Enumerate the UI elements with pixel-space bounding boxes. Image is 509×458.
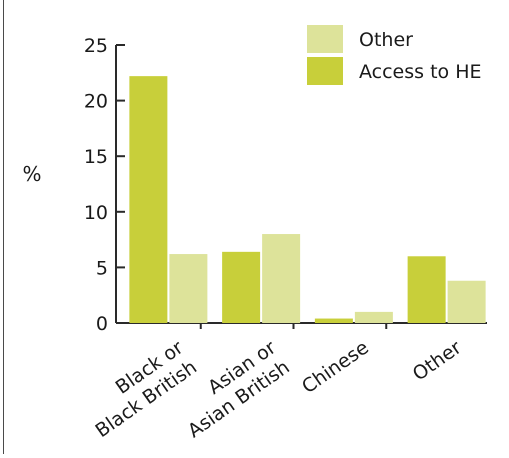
legend-swatch bbox=[307, 25, 343, 53]
x-tick-label: Other bbox=[409, 336, 466, 385]
x-axis bbox=[116, 322, 487, 329]
y-axis-label: % bbox=[22, 162, 41, 186]
bar bbox=[262, 234, 301, 323]
bars bbox=[129, 76, 486, 323]
bar bbox=[447, 280, 486, 323]
legend: Other Access to HE bbox=[307, 25, 482, 85]
bar bbox=[354, 311, 393, 323]
y-tick-label: 25 bbox=[84, 35, 108, 57]
bar bbox=[169, 254, 208, 323]
x-tick-label-line: Chinese bbox=[298, 337, 373, 399]
legend-label: Other bbox=[359, 29, 413, 51]
legend-label: Access to HE bbox=[359, 61, 482, 83]
x-tick-label-line: Other bbox=[409, 336, 466, 385]
y-tick-label: 0 bbox=[96, 313, 108, 335]
y-axis: 0 5 10 15 20 25 bbox=[84, 35, 125, 335]
legend-swatch bbox=[307, 57, 343, 85]
bar bbox=[129, 76, 168, 323]
bar bbox=[222, 251, 261, 323]
y-tick-label: 5 bbox=[96, 257, 108, 279]
bar bbox=[407, 256, 446, 323]
bar bbox=[314, 318, 353, 323]
y-tick-label: 15 bbox=[84, 146, 108, 168]
x-tick-label: Chinese bbox=[298, 337, 373, 399]
y-tick-label: 10 bbox=[84, 202, 108, 224]
y-tick-label: 20 bbox=[84, 91, 108, 113]
